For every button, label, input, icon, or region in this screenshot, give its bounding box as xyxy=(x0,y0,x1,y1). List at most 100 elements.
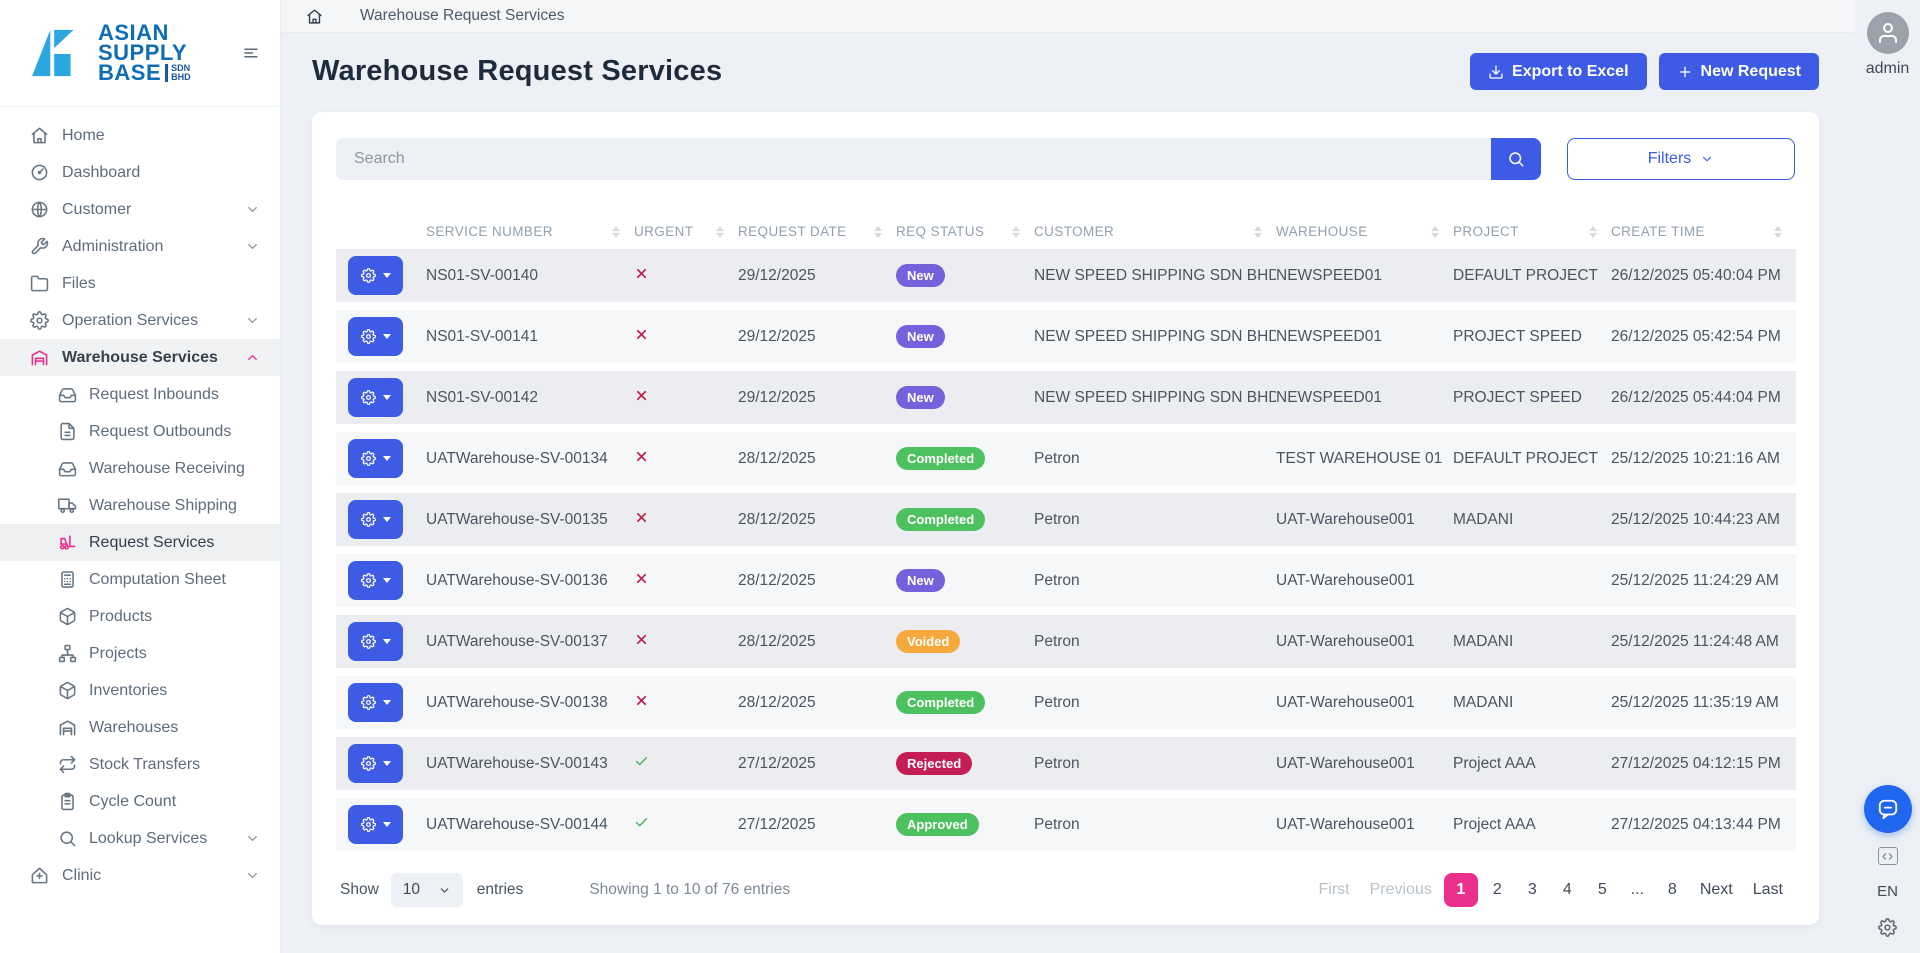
chevron-down-icon xyxy=(245,868,260,883)
table-row[interactable]: NS01-SV-00142 29/12/2025 New NEW SPEED S… xyxy=(336,371,1796,424)
sort-icons[interactable] xyxy=(1246,226,1262,238)
search-button[interactable] xyxy=(1491,138,1541,180)
caret-down-icon xyxy=(383,761,391,766)
sidebar-item-dashboard[interactable]: Dashboard xyxy=(0,154,280,191)
sidebar-item-computation-sheet[interactable]: Computation Sheet xyxy=(0,561,280,598)
sort-icons[interactable] xyxy=(1766,226,1782,238)
row-actions-button[interactable] xyxy=(348,378,403,417)
page-button-3[interactable]: 3 xyxy=(1517,873,1548,907)
sort-icons[interactable] xyxy=(604,226,620,238)
page-button-1[interactable]: 1 xyxy=(1444,873,1478,907)
sort-icons[interactable] xyxy=(866,226,882,238)
table-row[interactable]: NS01-SV-00140 29/12/2025 New NEW SPEED S… xyxy=(336,249,1796,302)
request-services-card: Filters SERVICE NUMBERURGENTREQUEST DATE… xyxy=(312,112,1819,925)
sidebar-item-label: Request Outbounds xyxy=(89,423,231,441)
cell-create-time: 25/12/2025 10:21:16 AM xyxy=(1611,432,1796,485)
export-to-excel-button[interactable]: Export to Excel xyxy=(1470,53,1646,90)
row-actions-button[interactable] xyxy=(348,561,403,600)
chat-widget-button[interactable] xyxy=(1864,785,1912,833)
file-text-icon xyxy=(58,422,77,441)
sidebar-item-cycle-count[interactable]: Cycle Count xyxy=(0,783,280,820)
sidebar-item-clinic[interactable]: Clinic xyxy=(0,857,280,894)
row-actions-button[interactable] xyxy=(348,500,403,539)
filters-button[interactable]: Filters xyxy=(1567,138,1795,180)
page-button-previous[interactable]: Previous xyxy=(1362,873,1440,907)
row-actions-button[interactable] xyxy=(348,744,403,783)
sidebar-item-label: Request Services xyxy=(89,534,214,552)
column-create-time[interactable]: CREATE TIME xyxy=(1611,224,1796,241)
page-button-last[interactable]: Last xyxy=(1745,873,1791,907)
sidebar-item-warehouse-receiving[interactable]: Warehouse Receiving xyxy=(0,450,280,487)
sort-icons[interactable] xyxy=(1423,226,1439,238)
sidebar-item-lookup-services[interactable]: Lookup Services xyxy=(0,820,280,857)
table-row[interactable]: UATWarehouse-SV-00136 28/12/2025 New Pet… xyxy=(336,554,1796,607)
row-actions-button[interactable] xyxy=(348,622,403,661)
new-request-button[interactable]: New Request xyxy=(1659,53,1819,90)
column-req-status[interactable]: REQ STATUS xyxy=(896,224,1034,241)
row-actions-button[interactable] xyxy=(348,256,403,295)
table-row[interactable]: UATWarehouse-SV-00138 28/12/2025 Complet… xyxy=(336,676,1796,729)
language-switcher[interactable]: EN xyxy=(1877,883,1898,900)
sort-icons[interactable] xyxy=(1581,226,1597,238)
row-actions-button[interactable] xyxy=(348,317,403,356)
page-button-first[interactable]: First xyxy=(1310,873,1357,907)
sidebar-submenu: Request Inbounds Request Outbounds Warehou… xyxy=(0,376,280,857)
table-row[interactable]: UATWarehouse-SV-00135 28/12/2025 Complet… xyxy=(336,493,1796,546)
column-urgent[interactable]: URGENT xyxy=(634,224,738,241)
cell-create-time: 26/12/2025 05:42:54 PM xyxy=(1611,310,1796,363)
sidebar-item-projects[interactable]: Projects xyxy=(0,635,280,672)
wrench-icon xyxy=(30,237,49,256)
table-row[interactable]: UATWarehouse-SV-00134 28/12/2025 Complet… xyxy=(336,432,1796,485)
sidebar-item-products[interactable]: Products xyxy=(0,598,280,635)
sidebar-item-stock-transfers[interactable]: Stock Transfers xyxy=(0,746,280,783)
sort-icons[interactable] xyxy=(1004,226,1020,238)
sidebar-item-customer[interactable]: Customer xyxy=(0,191,280,228)
sidebar-item-home[interactable]: Home xyxy=(0,117,280,154)
urgent-no-icon xyxy=(634,632,649,647)
warehouse-icon xyxy=(30,348,49,367)
sidebar-item-administration[interactable]: Administration xyxy=(0,228,280,265)
cell-customer: Petron xyxy=(1034,676,1276,729)
table-row[interactable]: UATWarehouse-SV-00143 27/12/2025 Rejecte… xyxy=(336,737,1796,790)
table-row[interactable]: UATWarehouse-SV-00144 27/12/2025 Approve… xyxy=(336,798,1796,851)
sidebar-collapse-icon[interactable] xyxy=(240,44,262,62)
caret-down-icon xyxy=(383,334,391,339)
sidebar-item-files[interactable]: Files xyxy=(0,265,280,302)
avatar[interactable] xyxy=(1867,12,1909,54)
sidebar-item-request-services[interactable]: Request Services xyxy=(0,524,280,561)
page-size-select[interactable]: 10 xyxy=(391,873,463,907)
row-actions-button[interactable] xyxy=(348,805,403,844)
chat-bubble-icon xyxy=(1877,798,1899,820)
page-button-8[interactable]: 8 xyxy=(1657,873,1688,907)
column-customer[interactable]: CUSTOMER xyxy=(1034,224,1276,241)
page-button-ellipsis[interactable]: ... xyxy=(1622,873,1653,907)
row-actions-button[interactable] xyxy=(348,439,403,478)
home-icon[interactable] xyxy=(306,8,323,25)
search-input[interactable] xyxy=(336,138,1491,180)
settings-gear-icon[interactable] xyxy=(1878,918,1897,937)
table-row[interactable]: NS01-SV-00141 29/12/2025 New NEW SPEED S… xyxy=(336,310,1796,363)
page-button-2[interactable]: 2 xyxy=(1482,873,1513,907)
sidebar-item-operation-services[interactable]: Operation Services xyxy=(0,302,280,339)
page-button-4[interactable]: 4 xyxy=(1552,873,1583,907)
sidebar-item-request-outbounds[interactable]: Request Outbounds xyxy=(0,413,280,450)
page-button-5[interactable]: 5 xyxy=(1587,873,1618,907)
sidebar-item-inventories[interactable]: Inventories xyxy=(0,672,280,709)
page-title: Warehouse Request Services xyxy=(312,55,722,88)
sort-icons[interactable] xyxy=(708,226,724,238)
gear-icon xyxy=(361,634,376,649)
column-project[interactable]: PROJECT xyxy=(1453,224,1611,241)
column-warehouse[interactable]: WAREHOUSE xyxy=(1276,224,1453,241)
widget-code-button[interactable] xyxy=(1878,847,1898,865)
sidebar-item-request-inbounds[interactable]: Request Inbounds xyxy=(0,376,280,413)
sidebar-item-warehouse-services[interactable]: Warehouse Services xyxy=(0,339,280,376)
page-button-next[interactable]: Next xyxy=(1692,873,1741,907)
column-service-number[interactable]: SERVICE NUMBER xyxy=(426,224,634,241)
row-actions-button[interactable] xyxy=(348,683,403,722)
sidebar-item-warehouses[interactable]: Warehouses xyxy=(0,709,280,746)
sidebar-item-warehouse-shipping[interactable]: Warehouse Shipping xyxy=(0,487,280,524)
column-request-date[interactable]: REQUEST DATE xyxy=(738,224,896,241)
cell-urgent xyxy=(634,371,738,424)
table-row[interactable]: UATWarehouse-SV-00137 28/12/2025 Voided … xyxy=(336,615,1796,668)
cell-project: PROJECT SPEED xyxy=(1453,371,1611,424)
